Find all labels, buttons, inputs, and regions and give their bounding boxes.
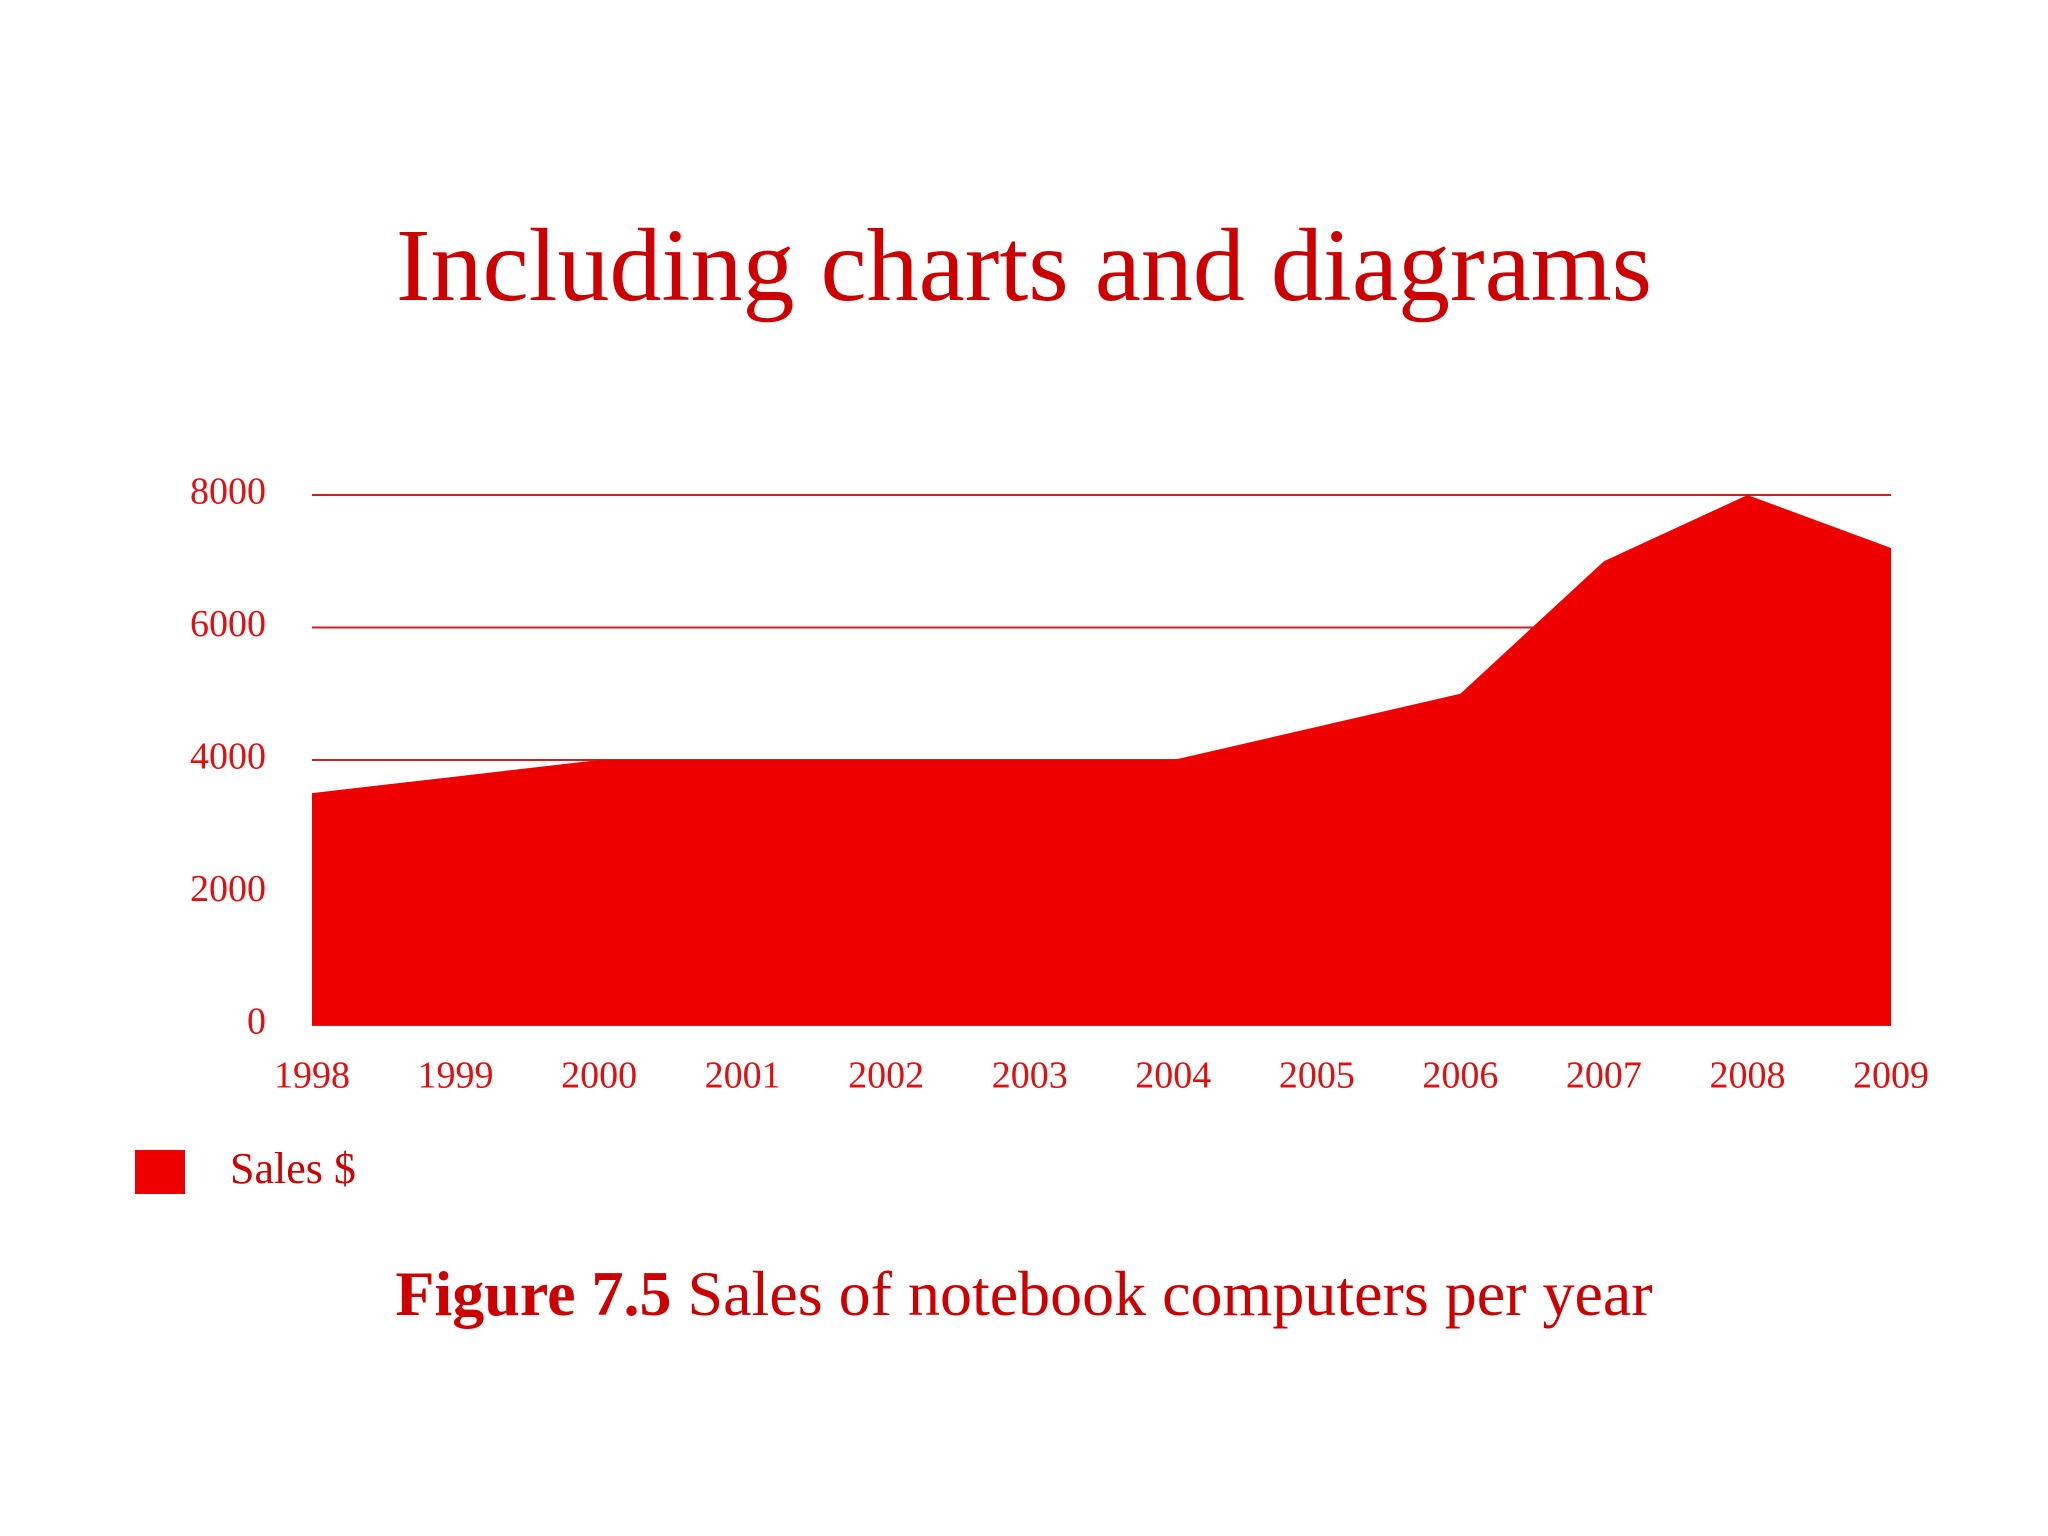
caption: Figure 7.5 Sales of notebook computers p…	[395, 1258, 1652, 1329]
x-tick-label: 2009	[1853, 1055, 1929, 1097]
x-tick-label: 2005	[1279, 1055, 1355, 1097]
y-tick-label: 8000	[190, 471, 266, 513]
area	[312, 495, 1891, 1025]
plot	[312, 495, 1891, 1025]
caption-text: Sales of notebook computers per year	[688, 1258, 1653, 1329]
y-tick-label: 0	[247, 1001, 266, 1043]
x-tick-label: 2007	[1566, 1055, 1642, 1097]
x-tick-label: 1999	[418, 1055, 494, 1097]
x-tick-label: 2001	[705, 1055, 781, 1097]
x-tick-label: 2004	[1135, 1055, 1211, 1097]
legend-label: Sales $	[230, 1144, 356, 1193]
x-tick-label: 2008	[1709, 1055, 1785, 1097]
x-tick-label: 2006	[1422, 1055, 1498, 1097]
x-tick-label: 2002	[848, 1055, 924, 1097]
x-tick-label: 2000	[561, 1055, 637, 1097]
chart-title: Including charts and diagrams	[396, 208, 1652, 323]
y-tick-label: 6000	[190, 603, 266, 645]
caption-label: Figure 7.5	[395, 1258, 671, 1329]
legend-swatch	[135, 1150, 185, 1194]
y-tick-label: 4000	[190, 736, 266, 778]
x-tick-label: 2003	[992, 1055, 1068, 1097]
y-tick-label: 2000	[190, 868, 266, 910]
x-tick-label: 1998	[274, 1055, 350, 1097]
